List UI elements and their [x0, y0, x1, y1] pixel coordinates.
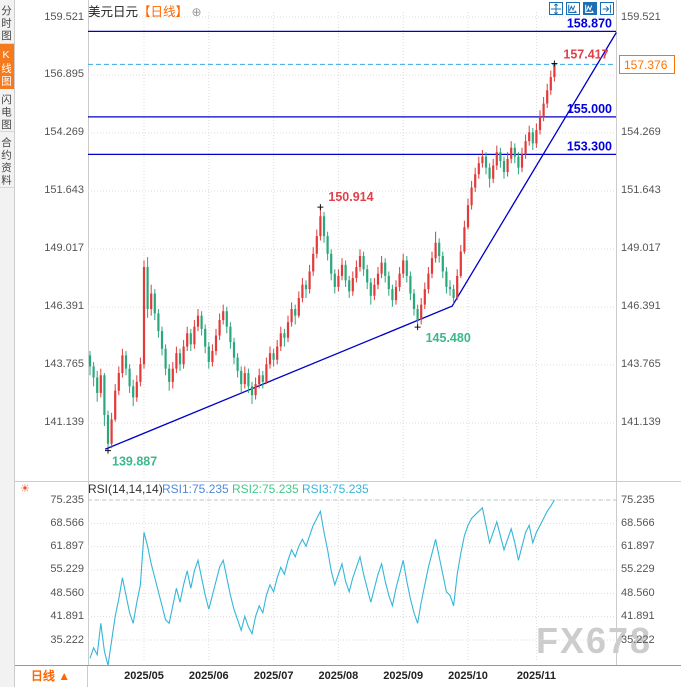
price-tick-left: 154.269 — [44, 126, 84, 139]
scroll-right-icon[interactable] — [600, 2, 614, 15]
price-annotation: 150.914 — [328, 190, 373, 204]
rsi-tick-left: 75.235 — [50, 493, 84, 506]
rsi-tick-left: 35.222 — [50, 633, 84, 646]
sidebar-item-0[interactable]: 分时图 — [0, 0, 14, 44]
rsi-chart[interactable] — [88, 486, 617, 665]
price-annotation: 139.887 — [112, 455, 157, 469]
sidebar-item-1[interactable]: K线图 — [0, 43, 14, 89]
rsi-tick-right: 75.235 — [621, 493, 655, 506]
rsi-tick-right: 61.897 — [621, 540, 655, 553]
sidebar-item-2[interactable]: 闪电图 — [0, 88, 14, 132]
date-label: 2025/06 — [188, 670, 229, 682]
price-tick-right: 141.139 — [621, 416, 661, 429]
rsi-title: RSI(14,14,14) — [88, 482, 163, 496]
rsi-tick-left: 68.566 — [50, 516, 84, 529]
price-tick-right: 151.643 — [621, 184, 661, 197]
rsi3-value: RSI3:75.235 — [302, 482, 369, 496]
rsi-tick-left: 41.891 — [50, 610, 84, 623]
rsi-tick-left: 55.229 — [50, 563, 84, 576]
price-tick-left: 156.895 — [44, 68, 84, 81]
price-tick-left: 141.139 — [44, 416, 84, 429]
date-label: 2025/10 — [448, 670, 488, 682]
rsi-tick-left: 61.897 — [50, 540, 84, 553]
price-tick-left: 151.643 — [44, 184, 84, 197]
price-tick-right: 159.521 — [621, 10, 661, 23]
time-axis: 日线 ▲ 2025/05 2025/06 2025/07 2025/08 2025/09… — [14, 665, 681, 687]
price-tick-left: 149.017 — [44, 242, 84, 255]
watermark: FX678 — [536, 620, 653, 661]
rsi-tick-left: 48.560 — [50, 586, 84, 599]
period-tag: 【日线】 — [138, 5, 189, 19]
level-label: 153.300 — [567, 139, 612, 153]
pane-divider — [14, 481, 681, 482]
axis-scale-icon[interactable] — [566, 2, 580, 15]
price-tick-left: 159.521 — [44, 10, 84, 23]
price-tick-right: 154.269 — [621, 126, 661, 139]
chart-toolbar — [549, 2, 614, 16]
left-nav: 分时图 K线图 闪电图 合约资料 — [0, 0, 15, 687]
date-label: 2025/05 — [124, 670, 164, 682]
date-label: 2025/09 — [383, 670, 424, 682]
date-label: 2025/11 — [516, 670, 556, 682]
price-tick-left: 143.765 — [44, 358, 84, 371]
level-label: 158.870 — [567, 16, 612, 30]
price-annotation: 145.480 — [426, 331, 471, 345]
period-selector[interactable]: 日线 ▲ — [14, 666, 88, 687]
sidebar-item-3[interactable]: 合约资料 — [0, 132, 14, 188]
rsi-tick-right: 55.229 — [621, 563, 655, 576]
date-label: 2025/08 — [318, 670, 359, 682]
price-tick-right: 143.765 — [621, 358, 661, 371]
current-price-value: 157.376 — [624, 58, 668, 72]
rsi-tick-right: 68.566 — [621, 516, 655, 529]
arrow-up-icon: ▲ — [58, 669, 71, 683]
crosshair-icon[interactable] — [549, 2, 563, 15]
price-annotation: 157.417 — [563, 47, 608, 61]
rsi2-value: RSI2:75.235 — [232, 482, 299, 496]
add-indicator-icon[interactable]: ⊕ — [191, 5, 202, 19]
level-label: 155.000 — [567, 102, 612, 116]
rsi-settings-icon[interactable]: ☀ — [20, 483, 30, 495]
rsi-tick-right: 48.560 — [621, 586, 655, 599]
price-tick-right: 146.391 — [621, 300, 661, 313]
rsi1-value: RSI1:75.235 — [162, 482, 229, 496]
price-tick-left: 146.391 — [44, 300, 84, 313]
date-label: 2025/07 — [253, 670, 294, 682]
symbol-title: 美元日元 — [88, 5, 139, 19]
price-chart[interactable]: 158.870 155.000 153.300 139.887 150.914 145.4… — [88, 0, 617, 482]
rsi-header: ☀ RSI(14,14,14) RSI1:75.235 RSI2:75.235 … — [14, 482, 681, 497]
price-tick-right: 149.017 — [621, 242, 661, 255]
axis-scale-active-icon[interactable] — [583, 2, 597, 15]
rsi-tick-right: 35.222 — [621, 633, 655, 646]
chart-title: 美元日元【日线】 ⊕ — [88, 1, 202, 19]
rsi-tick-right: 41.891 — [621, 610, 655, 623]
period-selector-label: 日线 — [30, 669, 55, 683]
current-price-tag: 157.376 — [619, 55, 675, 74]
